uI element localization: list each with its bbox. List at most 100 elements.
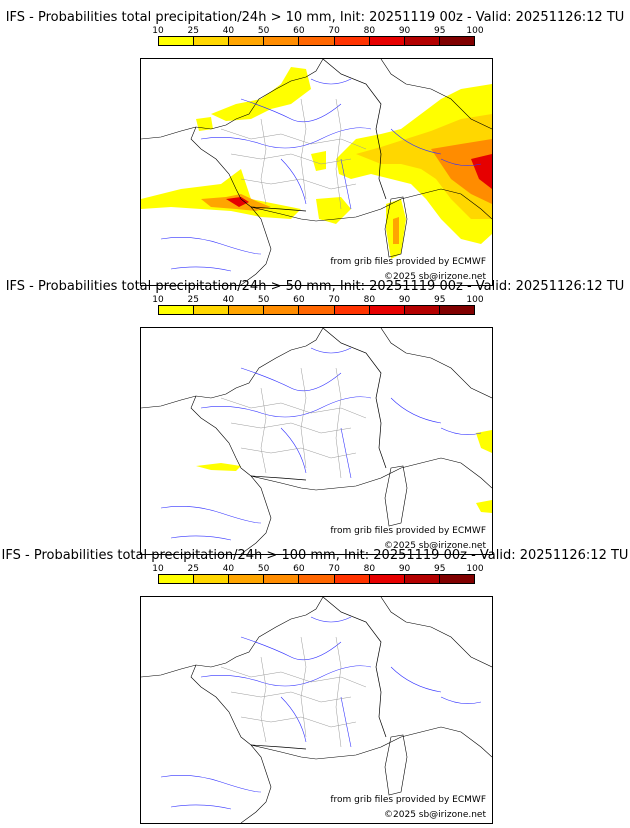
precip-area-sea-2: [316, 197, 351, 224]
colorbar-tick-label: 90: [398, 295, 411, 305]
copyright-credit: ©2025 sb@irizone.net: [384, 541, 486, 551]
colorbar-tick-label: 60: [293, 564, 305, 574]
colorbar-segment: [229, 306, 265, 314]
colorbar-segment: [334, 306, 370, 314]
colorbar-tick-label: 90: [398, 564, 411, 574]
colorbar: [158, 574, 475, 584]
colorbar: [158, 36, 475, 46]
colorbar-tick-label: 10: [152, 295, 164, 305]
colorbar-tick-label: 100: [466, 295, 484, 305]
colorbar-tick-label: 90: [398, 26, 411, 36]
colorbar-tick-label: 70: [328, 564, 340, 574]
colorbar-tick-label: 95: [434, 26, 446, 36]
colorbar-segment: [264, 575, 300, 583]
data-source-credit: from grib files provided by ECMWF: [330, 257, 486, 267]
panel-title: IFS - Probabilities total precipitation/…: [5, 10, 625, 25]
colorbar-tick-label: 50: [257, 26, 270, 36]
colorbar-segment: [369, 575, 405, 583]
rivers: [160, 347, 482, 541]
colorbar-tick-label: 10: [152, 26, 164, 36]
colorbar-segment: [404, 306, 440, 314]
precip-area-east-orange: [356, 114, 492, 219]
precip-area-east: [476, 430, 492, 453]
region-borders: [220, 636, 367, 748]
map-panel-100mm: IFS - Probabilities total precipitation/…: [0, 548, 630, 824]
colorbar-tick-label: 50: [257, 295, 270, 305]
precip-area-corsica-orange: [393, 217, 399, 244]
coastlines: [141, 328, 492, 554]
precip-area-east-red: [471, 154, 492, 189]
map-frame: from grib files provided by ECMWF ©2025 …: [140, 58, 493, 286]
colorbar-segment: [369, 37, 405, 45]
colorbar-tick-label: 95: [434, 564, 446, 574]
colorbar-segment: [194, 575, 230, 583]
country-borders: [250, 328, 387, 481]
panel-title: IFS - Probabilities total precipitation/…: [1, 548, 629, 563]
data-source-credit: from grib files provided by ECMWF: [330, 795, 486, 805]
map-panel-10mm: IFS - Probabilities total precipitation/…: [0, 10, 630, 286]
colorbar-tick-label: 40: [222, 26, 235, 36]
map-panel-50mm: IFS - Probabilities total precipitation/…: [0, 279, 630, 555]
precip-area-southwest: [141, 169, 301, 219]
country-borders: [250, 59, 387, 212]
data-source-credit: from grib files provided by ECMWF: [330, 526, 486, 536]
colorbar-segment: [439, 37, 474, 45]
coastlines: [141, 59, 492, 285]
colorbar-tick-label: 25: [187, 295, 199, 305]
colorbar-segment: [439, 306, 474, 314]
colorbar-tick-label: 25: [187, 564, 199, 574]
colorbar-tick-label: 80: [363, 26, 376, 36]
colorbar-tick-label: 80: [363, 295, 376, 305]
colorbar-segment: [334, 575, 370, 583]
copyright-credit: ©2025 sb@irizone.net: [384, 272, 486, 282]
colorbar-tick-label: 100: [466, 26, 484, 36]
colorbar-labels: 10 25 40 50 60 70 80 90 95 100: [150, 26, 490, 36]
colorbar-segment: [264, 306, 300, 314]
colorbar-tick-label: 40: [222, 295, 235, 305]
colorbar-segment: [404, 37, 440, 45]
colorbar-segment: [229, 575, 265, 583]
colorbar-tick-label: 60: [293, 26, 305, 36]
colorbar-segment: [159, 37, 195, 45]
colorbar-segment: [439, 575, 474, 583]
colorbar-segment: [159, 306, 195, 314]
rivers: [160, 616, 482, 810]
precip-area-southwest: [196, 463, 241, 471]
colorbar-tick-label: 100: [466, 564, 484, 574]
precip-area-north: [211, 67, 311, 121]
colorbar-tick-label: 95: [434, 295, 446, 305]
precip-area-east-darkorange: [431, 139, 492, 204]
precip-area-southeast: [476, 500, 492, 513]
colorbar-tick-label: 25: [187, 26, 199, 36]
region-borders: [220, 367, 367, 479]
colorbar-segment: [229, 37, 265, 45]
colorbar: [158, 305, 475, 315]
colorbar-tick-label: 50: [257, 564, 270, 574]
colorbar-labels: 10 25 40 50 60 70 80 90 95 100: [150, 564, 490, 574]
rivers: [160, 78, 482, 272]
france-map: [141, 597, 492, 823]
colorbar-segment: [299, 575, 335, 583]
colorbar-tick-label: 40: [222, 564, 235, 574]
colorbar-tick-label: 10: [152, 564, 164, 574]
colorbar-segment: [299, 306, 335, 314]
precipitation-overlay: [196, 430, 492, 513]
region-borders: [220, 98, 367, 210]
panel-title: IFS - Probabilities total precipitation/…: [5, 279, 625, 294]
colorbar-segment: [159, 575, 195, 583]
copyright-credit: ©2025 sb@irizone.net: [384, 810, 486, 820]
precip-area-sea: [311, 151, 326, 171]
country-borders: [250, 597, 387, 750]
precip-area-southwest-red: [226, 197, 249, 207]
colorbar-segment: [334, 37, 370, 45]
colorbar-segment: [404, 575, 440, 583]
precipitation-overlay: [141, 67, 492, 259]
colorbar-tick-label: 80: [363, 564, 376, 574]
colorbar-tick-label: 70: [328, 26, 340, 36]
colorbar-tick-label: 70: [328, 295, 340, 305]
france-map: [141, 328, 492, 554]
colorbar-segment: [369, 306, 405, 314]
colorbar-segment: [299, 37, 335, 45]
colorbar-segment: [264, 37, 300, 45]
colorbar-tick-label: 60: [293, 295, 305, 305]
